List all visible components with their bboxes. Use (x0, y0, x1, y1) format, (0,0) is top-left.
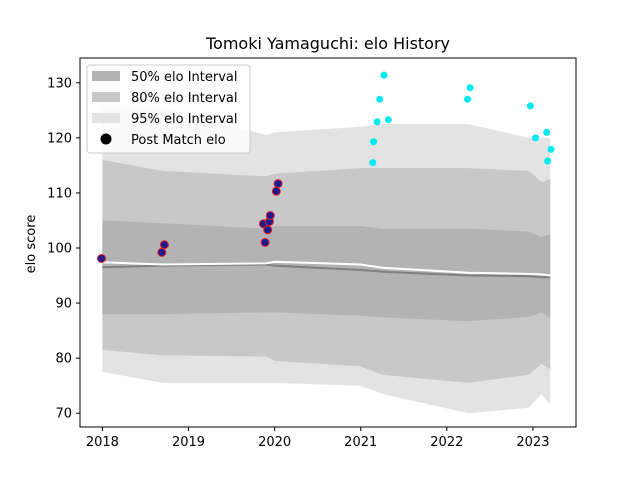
plot-content (97, 71, 555, 414)
post-match-point (157, 247, 167, 257)
future-point (543, 128, 551, 136)
future-point (544, 157, 552, 165)
post-match-point (271, 186, 281, 196)
legend-label: 80% elo Interval (131, 91, 238, 106)
mean-elo-line (102, 263, 551, 279)
x-tick-label: 2020 (258, 435, 291, 450)
axes-frame (79, 57, 577, 428)
legend: 50% elo Interval 80% elo Interval 95% elo … (86, 64, 251, 154)
y-tick-label: 110 (47, 186, 72, 201)
future-point (464, 95, 471, 103)
band-50-interval (102, 220, 551, 322)
legend-swatch-band80 (92, 92, 120, 102)
post-match-point (273, 179, 283, 189)
y-axis-label: elo score (24, 215, 39, 274)
post-match-point (97, 254, 106, 263)
y-tick-label: 90 (55, 297, 72, 312)
legend-swatch-band95 (92, 113, 120, 123)
x-tick-label: 2021 (344, 435, 377, 450)
x-tick-label: 2018 (86, 435, 119, 450)
legend-label: 95% elo Interval (131, 112, 238, 127)
x-tick-label: 2019 (172, 435, 205, 450)
post-match-point (263, 225, 273, 235)
future-point (547, 145, 555, 153)
y-tick-label: 100 (47, 242, 72, 257)
future-point (370, 138, 378, 146)
legend-label: 50% elo Interval (131, 70, 238, 85)
future-point (384, 116, 392, 124)
chart-title: Tomoki Yamaguchi: elo History (205, 34, 450, 53)
future-point (532, 134, 539, 142)
x-tick-label: 2022 (430, 435, 463, 450)
future-point (380, 71, 388, 79)
post-match-point (159, 240, 169, 250)
y-tick-label: 70 (55, 407, 72, 422)
future-point (526, 102, 534, 110)
post-match-point (260, 238, 270, 247)
future-point (369, 159, 377, 167)
median-elo-line (102, 260, 551, 277)
legend-label: Post Match elo (131, 133, 226, 148)
legend-box (86, 64, 251, 154)
future-point (466, 84, 474, 92)
future-point (376, 95, 384, 103)
y-tick-label: 130 (47, 76, 72, 91)
y-tick-label: 120 (47, 131, 72, 146)
y-tick-label: 80 (55, 352, 72, 367)
legend-point-icon (100, 133, 112, 145)
post-match-point (265, 211, 275, 220)
plot-area: 2018 2019 2020 2021 2022 2023 70 80 90 100 110 120 1… (47, 57, 577, 450)
legend-swatch-band50 (92, 71, 120, 81)
future-point (373, 118, 381, 126)
x-tick-label: 2023 (516, 435, 549, 450)
